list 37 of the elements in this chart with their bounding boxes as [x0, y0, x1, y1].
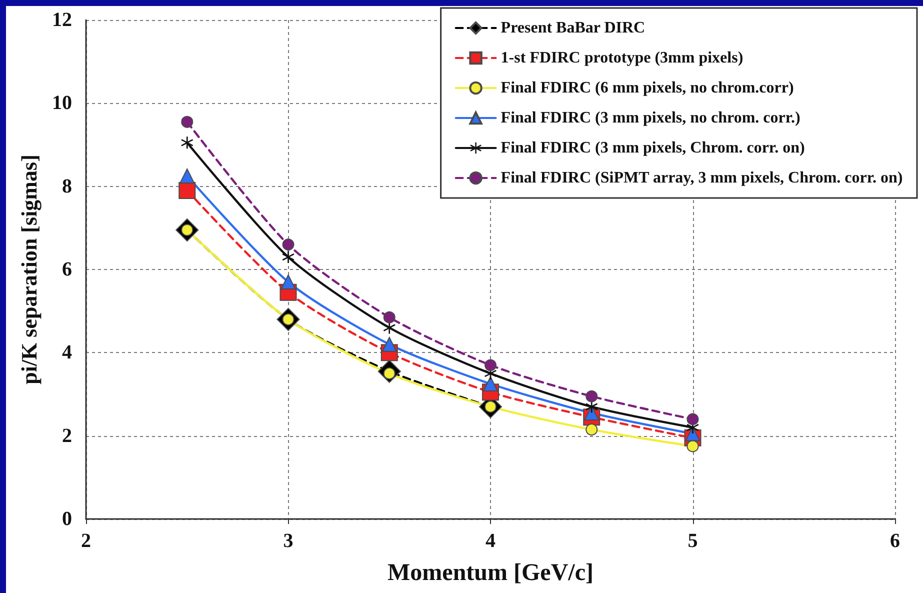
point — [484, 359, 496, 372]
legend-label: Final FDIRC (6 mm pixels, no chrom.corr) — [500, 80, 794, 96]
point — [483, 376, 498, 392]
point — [282, 238, 294, 251]
x-axis-title: Momentum [GeV/c] — [388, 560, 594, 586]
point — [178, 182, 196, 199]
point — [382, 336, 397, 352]
y-tick-label: 4 — [62, 342, 72, 364]
y-tick-label: 0 — [62, 508, 72, 530]
y-tick-label: 6 — [62, 258, 72, 280]
legend-label: Final FDIRC (3 mm pixels, no chrom. corr.) — [500, 110, 800, 126]
point — [181, 116, 194, 128]
legend-label: Final FDIRC (SiPMT array, 3 mm pixels, Chrom. corr. on) — [500, 170, 903, 186]
legend-label: Present BaBar DIRC — [500, 20, 646, 36]
point — [686, 440, 699, 452]
legend-label: Final FDIRC (3 mm pixels, Chrom. corr. on) — [500, 140, 805, 156]
point — [586, 424, 598, 436]
point — [686, 413, 699, 426]
x-tick-label: 4 — [486, 530, 496, 552]
point — [280, 274, 296, 290]
point — [180, 168, 195, 184]
x-tick-label: 6 — [890, 530, 900, 552]
point — [586, 390, 598, 402]
y-tick-label: 8 — [62, 175, 72, 198]
point — [586, 400, 598, 413]
point — [181, 136, 194, 149]
y-tick-label: 2 — [62, 424, 72, 447]
x-tick-label: 3 — [283, 530, 294, 552]
point — [282, 251, 294, 264]
point — [383, 322, 396, 334]
x-tick-label: 5 — [688, 530, 698, 552]
y-tick-label: 10 — [52, 92, 72, 114]
legend-label: 1-st FDIRC prototype (3mm pixels) — [500, 50, 744, 66]
y-tick-label: 12 — [52, 9, 72, 31]
y-axis-title: pi/K separation [sigmas] — [16, 154, 42, 384]
point — [383, 311, 396, 324]
x-tick-label: 2 — [81, 530, 91, 552]
